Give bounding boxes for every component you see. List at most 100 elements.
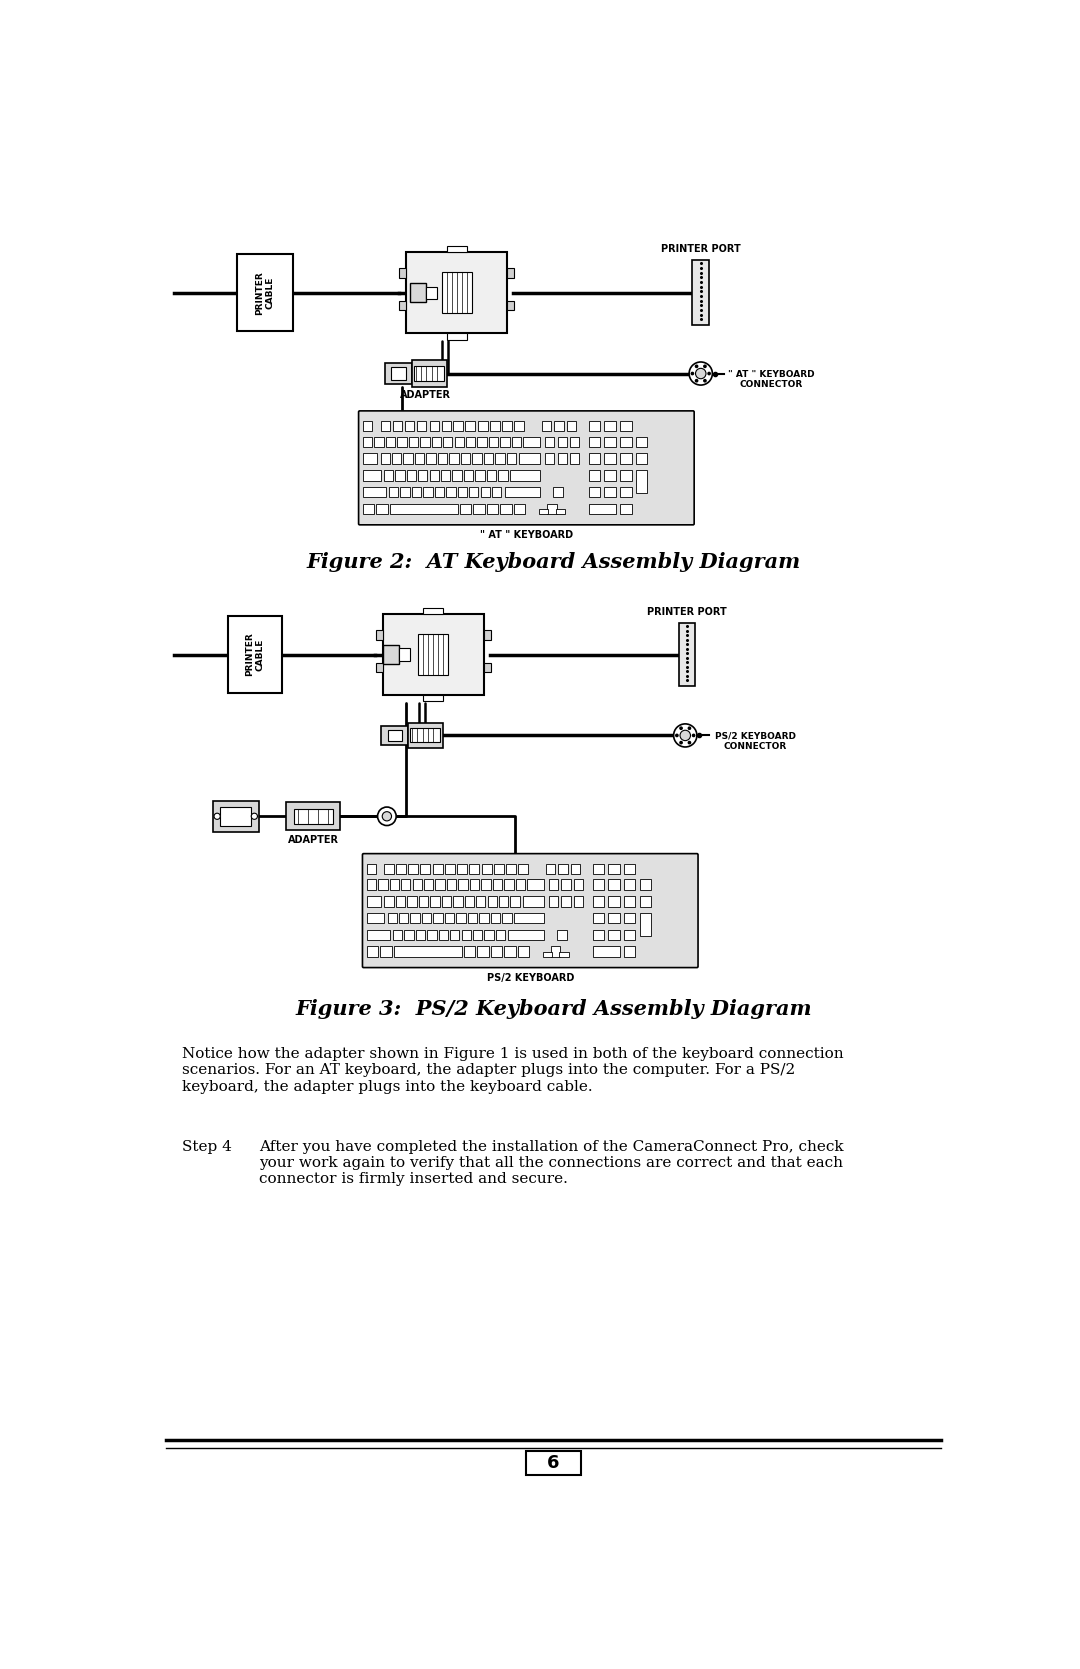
Bar — [554, 421, 564, 431]
Bar — [442, 896, 451, 906]
Bar — [593, 946, 620, 956]
Bar — [400, 300, 406, 310]
Bar — [593, 913, 604, 923]
Circle shape — [680, 741, 683, 744]
Bar — [378, 880, 388, 890]
Bar — [589, 487, 600, 497]
Bar — [515, 880, 525, 890]
Bar — [430, 896, 440, 906]
Bar — [477, 437, 487, 447]
Bar — [567, 421, 577, 431]
Bar — [442, 272, 472, 312]
Bar — [470, 865, 478, 875]
Bar — [384, 865, 394, 875]
Bar — [514, 421, 524, 431]
Bar — [367, 930, 390, 940]
Bar — [286, 803, 340, 829]
Bar — [487, 471, 496, 481]
Bar — [445, 913, 455, 923]
Bar — [441, 471, 450, 481]
Bar — [473, 504, 485, 514]
Bar — [404, 930, 414, 940]
Bar — [593, 880, 604, 890]
Bar — [420, 437, 430, 447]
Bar — [473, 930, 483, 940]
Bar — [367, 896, 381, 906]
Bar — [539, 509, 549, 514]
Bar — [423, 694, 444, 701]
Bar — [500, 437, 510, 447]
Bar — [476, 896, 486, 906]
Bar — [608, 913, 620, 923]
Circle shape — [704, 366, 706, 367]
Bar — [620, 487, 632, 497]
Bar — [495, 865, 503, 875]
Bar — [437, 454, 447, 464]
Bar — [636, 471, 647, 492]
Bar — [490, 913, 500, 923]
Bar — [386, 437, 395, 447]
Bar — [526, 1450, 581, 1475]
Text: PRINTER
CABLE: PRINTER CABLE — [245, 633, 265, 676]
Bar — [605, 454, 616, 464]
Bar — [510, 471, 540, 481]
Bar — [608, 930, 620, 940]
Bar — [498, 471, 508, 481]
Bar — [433, 913, 443, 923]
Bar — [395, 471, 405, 481]
Bar — [557, 930, 567, 940]
Bar — [605, 421, 616, 431]
Text: 6: 6 — [548, 1454, 559, 1472]
Bar — [511, 896, 519, 906]
Bar — [428, 930, 436, 940]
Bar — [415, 454, 424, 464]
Bar — [420, 865, 430, 875]
Bar — [480, 913, 488, 923]
Bar — [470, 880, 480, 890]
Circle shape — [378, 808, 396, 826]
Bar — [367, 865, 376, 875]
Bar — [410, 728, 441, 743]
Bar — [443, 437, 453, 447]
Bar — [363, 437, 373, 447]
Bar — [397, 437, 406, 447]
Bar — [399, 649, 410, 661]
Bar — [514, 913, 544, 923]
Bar — [461, 454, 470, 464]
Bar — [418, 471, 428, 481]
Text: ADAPTER: ADAPTER — [400, 391, 451, 401]
Bar — [484, 663, 490, 673]
Text: PS/2 KEYBOARD
CONNECTOR: PS/2 KEYBOARD CONNECTOR — [715, 731, 796, 751]
Bar — [482, 880, 490, 890]
Bar — [523, 896, 544, 906]
Bar — [408, 865, 418, 875]
Bar — [363, 487, 386, 497]
Bar — [399, 913, 408, 923]
Bar — [502, 913, 512, 923]
Bar — [557, 437, 567, 447]
Bar — [500, 504, 512, 514]
Bar — [478, 421, 488, 431]
Bar — [446, 487, 456, 497]
Bar — [517, 946, 529, 956]
Bar — [639, 913, 651, 936]
Bar — [380, 421, 390, 431]
Text: PRINTER
CABLE: PRINTER CABLE — [256, 270, 275, 314]
Bar — [558, 865, 568, 875]
Bar — [483, 865, 491, 875]
Text: Figure 3:  PS/2 Keyboard Assembly Diagram: Figure 3: PS/2 Keyboard Assembly Diagram — [295, 998, 812, 1018]
Bar — [465, 437, 475, 447]
Bar — [404, 454, 413, 464]
Bar — [593, 865, 604, 875]
Bar — [405, 421, 414, 431]
Bar — [363, 421, 373, 431]
Bar — [469, 487, 478, 497]
Bar — [367, 946, 378, 956]
Bar — [363, 454, 377, 464]
Bar — [413, 880, 422, 890]
Bar — [492, 487, 501, 497]
Circle shape — [708, 372, 711, 374]
Bar — [589, 454, 600, 464]
Bar — [679, 623, 694, 686]
Bar — [401, 880, 410, 890]
